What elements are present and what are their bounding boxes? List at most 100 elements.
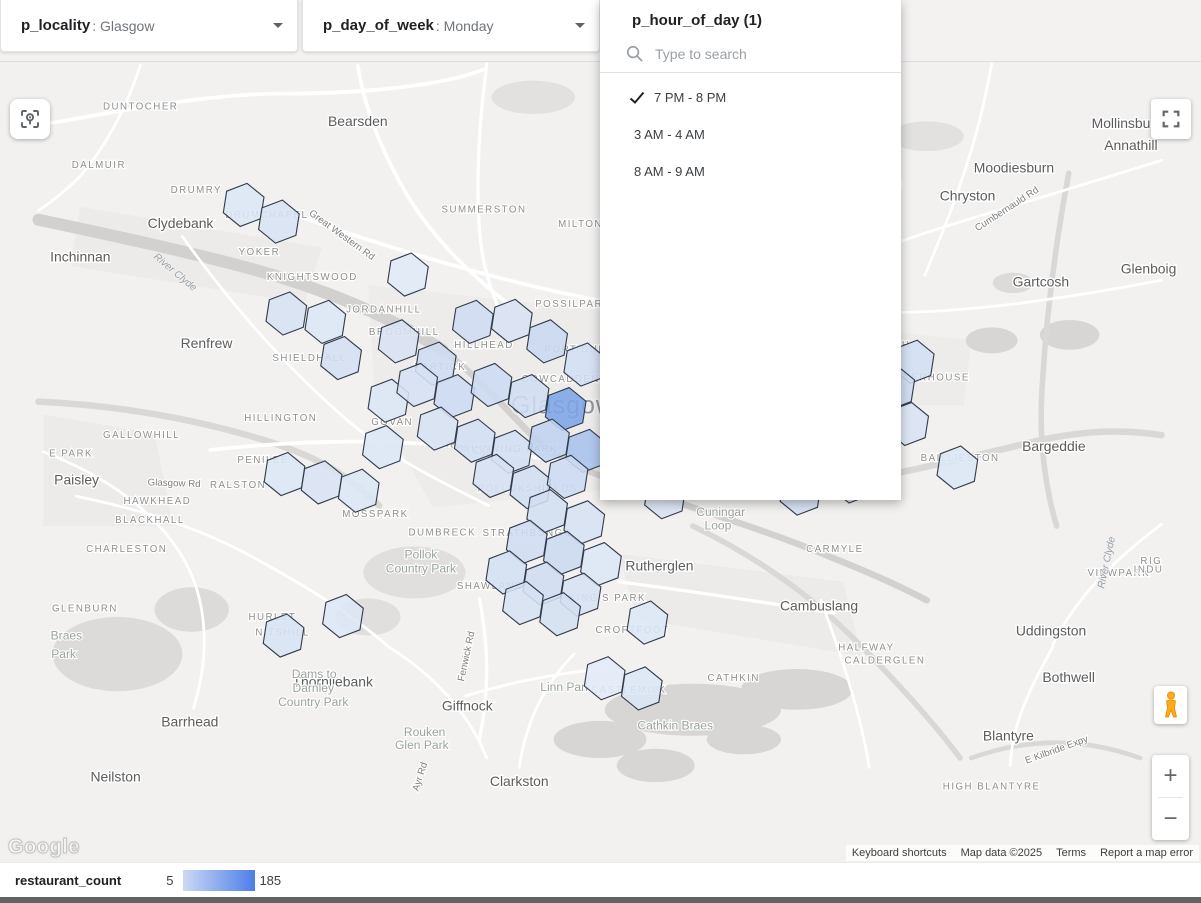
- hex-overlay: [222, 182, 979, 711]
- map-label: Neilston: [90, 768, 140, 784]
- hex-bin[interactable]: [416, 406, 459, 451]
- hex-bin[interactable]: [490, 298, 533, 344]
- bottom-bar: [0, 897, 1201, 903]
- map-label: Glen Park: [395, 738, 450, 752]
- filter-locality-label: p_locality: [21, 17, 91, 34]
- hex-bin[interactable]: [485, 550, 528, 595]
- hex-bin[interactable]: [528, 418, 570, 463]
- map-data-text: Map data ©2025: [960, 847, 1043, 859]
- map-label: Annathill: [1104, 137, 1157, 153]
- pegman-button[interactable]: [1154, 686, 1187, 724]
- search-input[interactable]: [655, 45, 855, 62]
- hex-bin[interactable]: [377, 319, 420, 364]
- pegman-icon: [1164, 691, 1177, 718]
- map-label: Barrhead: [161, 714, 218, 730]
- filter-locality-value: : Glasgow: [92, 17, 155, 34]
- filter-locality[interactable]: p_locality : Glasgow: [0, 0, 298, 52]
- map-label: Paisley: [54, 471, 99, 487]
- map-label: DRUMRY: [171, 185, 222, 196]
- search-icon: [626, 45, 643, 62]
- map-label: Cathkin Braes: [637, 718, 713, 732]
- hex-bin[interactable]: [222, 182, 265, 228]
- map-label: Linn Park: [540, 680, 592, 694]
- map-label: Gartcosh: [1013, 274, 1069, 290]
- locate-button[interactable]: [10, 99, 50, 139]
- streets: [36, 62, 1163, 769]
- map-label: Rouken: [404, 725, 446, 739]
- map-label: HALFWAY: [838, 642, 894, 653]
- keyboard-shortcuts-link[interactable]: Keyboard shortcuts: [851, 847, 947, 859]
- hex-bin[interactable]: [304, 299, 347, 345]
- report-error-link[interactable]: Report a map error: [1100, 847, 1193, 859]
- map-label: Park: [51, 647, 77, 661]
- hex-bin[interactable]: [387, 252, 429, 297]
- zoom-control: + −: [1152, 755, 1189, 840]
- hex-bin[interactable]: [337, 468, 380, 513]
- hour-option-list: 7 PM - 8 PM 3 AM - 4 AM 8 AM - 9 AM: [600, 73, 901, 190]
- hex-bin[interactable]: [472, 453, 515, 499]
- map-label: CARMYLE: [806, 544, 863, 555]
- hour-option[interactable]: 3 AM - 4 AM: [600, 116, 901, 153]
- legend-min-value: 5: [166, 872, 174, 888]
- map-label: Bothwell: [1042, 669, 1095, 685]
- hex-bin[interactable]: [626, 600, 669, 645]
- hour-filter-panel: p_hour_of_day (1) 7 PM - 8 PM 3 AM - 4 AM…: [600, 0, 901, 500]
- terms-link[interactable]: Terms: [1056, 847, 1087, 859]
- hour-filter-search-row: [600, 35, 901, 73]
- legend-gradient-bar: [183, 869, 256, 891]
- map-label: RIG: [1140, 556, 1162, 567]
- hour-option[interactable]: 7 PM - 8 PM: [600, 79, 901, 116]
- zoom-out-button[interactable]: −: [1163, 805, 1178, 832]
- hex-bin[interactable]: [300, 460, 343, 505]
- hex-bin[interactable]: [320, 335, 363, 381]
- filter-day-of-week[interactable]: p_day_of_week : Monday: [302, 0, 600, 52]
- map-label: GALLOWHILL: [103, 430, 180, 441]
- map-svg: GlasgowClydebankBearsdenInchinnanRenfrew…: [32, 62, 1178, 794]
- hex-bin[interactable]: [322, 593, 364, 639]
- map-label: DUNTOCHER: [103, 101, 178, 112]
- map-label: Clarkston: [490, 773, 549, 789]
- hex-bin[interactable]: [546, 454, 589, 500]
- hex-bin[interactable]: [396, 362, 439, 408]
- hex-bin[interactable]: [620, 666, 663, 711]
- hex-bin[interactable]: [507, 373, 550, 419]
- hex-bin[interactable]: [936, 445, 979, 490]
- map-label: CHARLESTON: [86, 544, 167, 555]
- hex-bin[interactable]: [583, 656, 626, 701]
- map-label: MILTON: [558, 219, 603, 230]
- map-label: Giffnock: [442, 698, 493, 714]
- map-label: Braes: [51, 628, 82, 642]
- hex-bin[interactable]: [526, 319, 569, 364]
- hour-option[interactable]: 8 AM - 9 AM: [600, 153, 901, 190]
- chevron-down-icon: [575, 23, 585, 28]
- map-label: CATHKIN: [707, 673, 759, 684]
- hex-bin[interactable]: [502, 580, 544, 626]
- map-attribution: Keyboard shortcuts Map data ©2025 Terms …: [845, 845, 1199, 861]
- map-label: POSSILPARK: [535, 299, 611, 310]
- map-label: JORDANHILL: [346, 305, 421, 316]
- map-label: Dams to: [292, 667, 337, 681]
- map-label: E PARK: [49, 448, 93, 459]
- map-label: HIGH BLANTYRE: [943, 782, 1041, 793]
- map-label: DUMBRECK: [408, 527, 476, 538]
- map-label: Renfrew: [181, 335, 234, 351]
- hex-bin[interactable]: [265, 291, 308, 336]
- zoom-in-button[interactable]: +: [1163, 762, 1178, 789]
- map-label: INDU: [1134, 564, 1164, 575]
- hex-bin[interactable]: [257, 199, 300, 244]
- hour-filter-title: p_hour_of_day (1): [632, 12, 763, 29]
- legend-field-name: restaurant_count: [15, 872, 122, 888]
- map-label: YOKER: [239, 247, 281, 258]
- hex-bin[interactable]: [361, 424, 404, 470]
- hour-option-label: 7 PM - 8 PM: [654, 90, 727, 105]
- hex-bin[interactable]: [262, 613, 305, 658]
- map-label: BLACKHALL: [115, 515, 185, 526]
- fullscreen-button[interactable]: [1151, 99, 1191, 139]
- hex-bin[interactable]: [470, 362, 513, 408]
- hex-bin[interactable]: [451, 299, 494, 345]
- hex-bin[interactable]: [539, 592, 582, 637]
- hex-bin[interactable]: [453, 418, 496, 463]
- map-label: KNIGHTSWOOD: [267, 272, 358, 283]
- hex-bin[interactable]: [263, 451, 306, 497]
- google-logo: Google: [8, 836, 80, 859]
